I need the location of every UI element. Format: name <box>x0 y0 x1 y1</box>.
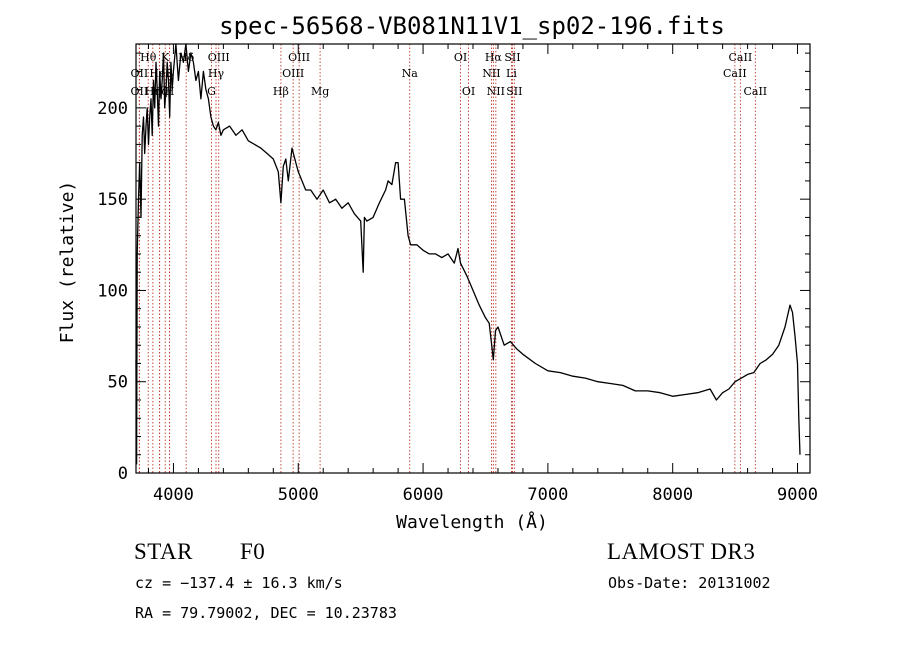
line-label-23: SII <box>504 51 520 64</box>
spectral-line-markers <box>139 44 755 473</box>
object-class: STAR <box>134 539 193 565</box>
y-tick-label-150: 150 <box>97 190 128 210</box>
x-axis-label: Wavelength (Å) <box>396 511 548 533</box>
y-tick-label-100: 100 <box>97 281 128 301</box>
chart-title: spec-56568-VB081N11V1_sp02-196.fits <box>219 12 725 40</box>
line-label-25: SII <box>506 85 522 98</box>
line-label-10: OIII <box>208 51 230 64</box>
observation-date: Obs-Date: 20131002 <box>608 574 771 592</box>
line-label-26: CaII <box>729 51 753 64</box>
y-tick-label-50: 50 <box>108 373 128 393</box>
y-axis-label: Flux (relative) <box>57 181 78 344</box>
line-label-28: CaII <box>743 85 767 98</box>
line-label-18: OI <box>454 51 467 64</box>
line-label-24: Li <box>506 67 517 80</box>
x-tick-label-8000: 8000 <box>652 485 693 505</box>
x-tick-label-6000: 6000 <box>403 485 444 505</box>
line-label-13: Hβ <box>273 85 289 98</box>
x-axis: 4000 5000 6000 7000 8000 9000 <box>148 44 818 505</box>
plot-frame <box>136 44 810 473</box>
line-label-19: OI <box>462 85 475 98</box>
line-label-15: OIII <box>282 67 304 80</box>
line-label-21: NII <box>482 67 500 80</box>
line-label-11: Hγ <box>208 67 225 80</box>
x-tick-label-9000: 9000 <box>777 485 818 505</box>
line-label-22: NII <box>487 85 505 98</box>
spectrum-series-line <box>136 44 800 464</box>
x-tick-label-4000: 4000 <box>153 485 194 505</box>
redshift-velocity: cz = −137.4 ± 16.3 km/s <box>135 574 343 592</box>
line-label-27: CaII <box>723 67 747 80</box>
survey-name: LAMOST DR3 <box>607 539 755 565</box>
x-tick-label-5000: 5000 <box>278 485 319 505</box>
line-label-1: OII <box>131 67 149 80</box>
line-label-12: G <box>207 85 216 98</box>
x-tick-label-7000: 7000 <box>527 485 568 505</box>
y-tick-label-200: 200 <box>97 99 128 119</box>
line-label-17: Na <box>402 67 419 80</box>
line-label-16: Mg <box>311 85 329 98</box>
line-label-0: Hθ <box>140 51 157 64</box>
coordinates: RA = 79.79002, DEC = 10.23783 <box>135 604 397 622</box>
line-label-20: Hα <box>485 51 503 64</box>
y-tick-label-0: 0 <box>118 464 128 484</box>
y-axis: 0 50 100 150 200 <box>97 53 810 484</box>
line-label-14: OIII <box>288 51 310 64</box>
spectral-subclass: F0 <box>240 539 265 565</box>
